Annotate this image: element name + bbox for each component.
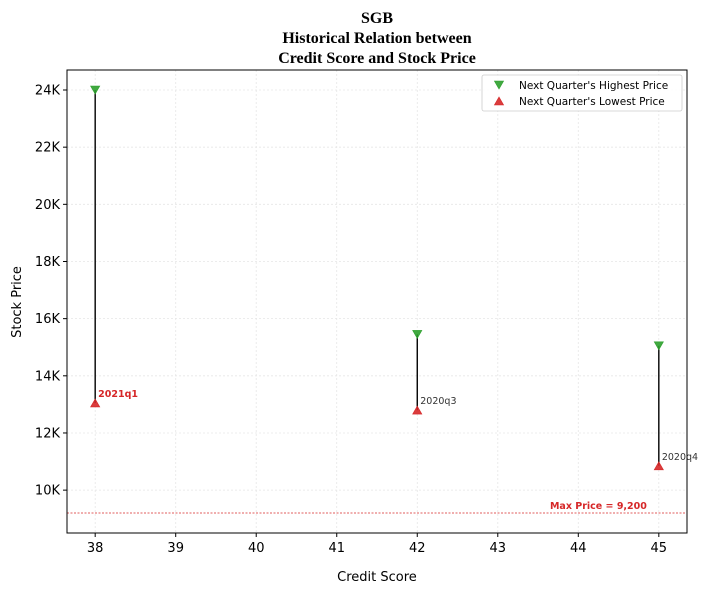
markers [90, 85, 664, 471]
x-axis-label: Credit Score [337, 570, 417, 585]
y-tick-label: 20K [35, 198, 61, 213]
point-label: 2021q1 [98, 389, 138, 400]
x-tick-label: 43 [490, 541, 507, 556]
y-tick-label: 12K [35, 426, 61, 441]
legend-entry: Next Quarter's Lowest Price [519, 96, 665, 108]
y-tick-label: 16K [35, 312, 61, 327]
chart-title: SGB Historical Relation between Credit S… [278, 10, 476, 67]
high-price-marker [412, 330, 423, 339]
legend-marker [493, 80, 505, 90]
x-tick-label: 41 [328, 541, 345, 556]
x-tick-label: 44 [570, 541, 587, 556]
legend-entry: Next Quarter's Highest Price [519, 80, 668, 92]
point-labels: 2021q1 2020q3 2020q4 [98, 389, 698, 463]
y-axis-label: Stock Price [10, 266, 25, 338]
title-line-1: SGB [361, 10, 393, 27]
y-axis-ticks: 10K 12K 14K 16K 18K 20K 22K 24K [35, 84, 67, 499]
legend: Next Quarter's Highest Price Next Quarter… [481, 74, 683, 112]
stems [94, 90, 660, 466]
x-tick-label: 38 [87, 541, 104, 556]
x-axis-ticks: 38 39 40 41 42 43 44 45 [87, 533, 667, 556]
x-tick-label: 45 [651, 541, 668, 556]
y-tick-label: 14K [35, 369, 61, 384]
title-line-3: Credit Score and Stock Price [278, 50, 476, 67]
low-price-marker [653, 461, 664, 471]
low-price-marker [90, 398, 101, 408]
y-tick-label: 22K [35, 141, 61, 156]
legend-marker [493, 96, 505, 106]
high-price-marker [90, 85, 101, 95]
y-tick-label: 18K [35, 255, 61, 270]
point-label: 2020q4 [662, 452, 698, 463]
high-price-marker [653, 341, 664, 351]
reference-line-label: Max Price = 9,200 [550, 501, 647, 512]
grid [67, 70, 687, 533]
plot-frame [66, 69, 688, 534]
reference-line-group: Max Price = 9,200 [67, 501, 687, 514]
point-label: 2020q3 [420, 396, 456, 407]
x-tick-label: 40 [248, 541, 265, 556]
x-tick-label: 42 [409, 541, 426, 556]
y-tick-label: 24K [35, 84, 61, 99]
low-price-marker [412, 405, 423, 415]
legend-box [481, 74, 683, 112]
y-tick-label: 10K [35, 484, 61, 499]
x-tick-label: 39 [167, 541, 184, 556]
title-line-2: Historical Relation between [282, 30, 471, 47]
